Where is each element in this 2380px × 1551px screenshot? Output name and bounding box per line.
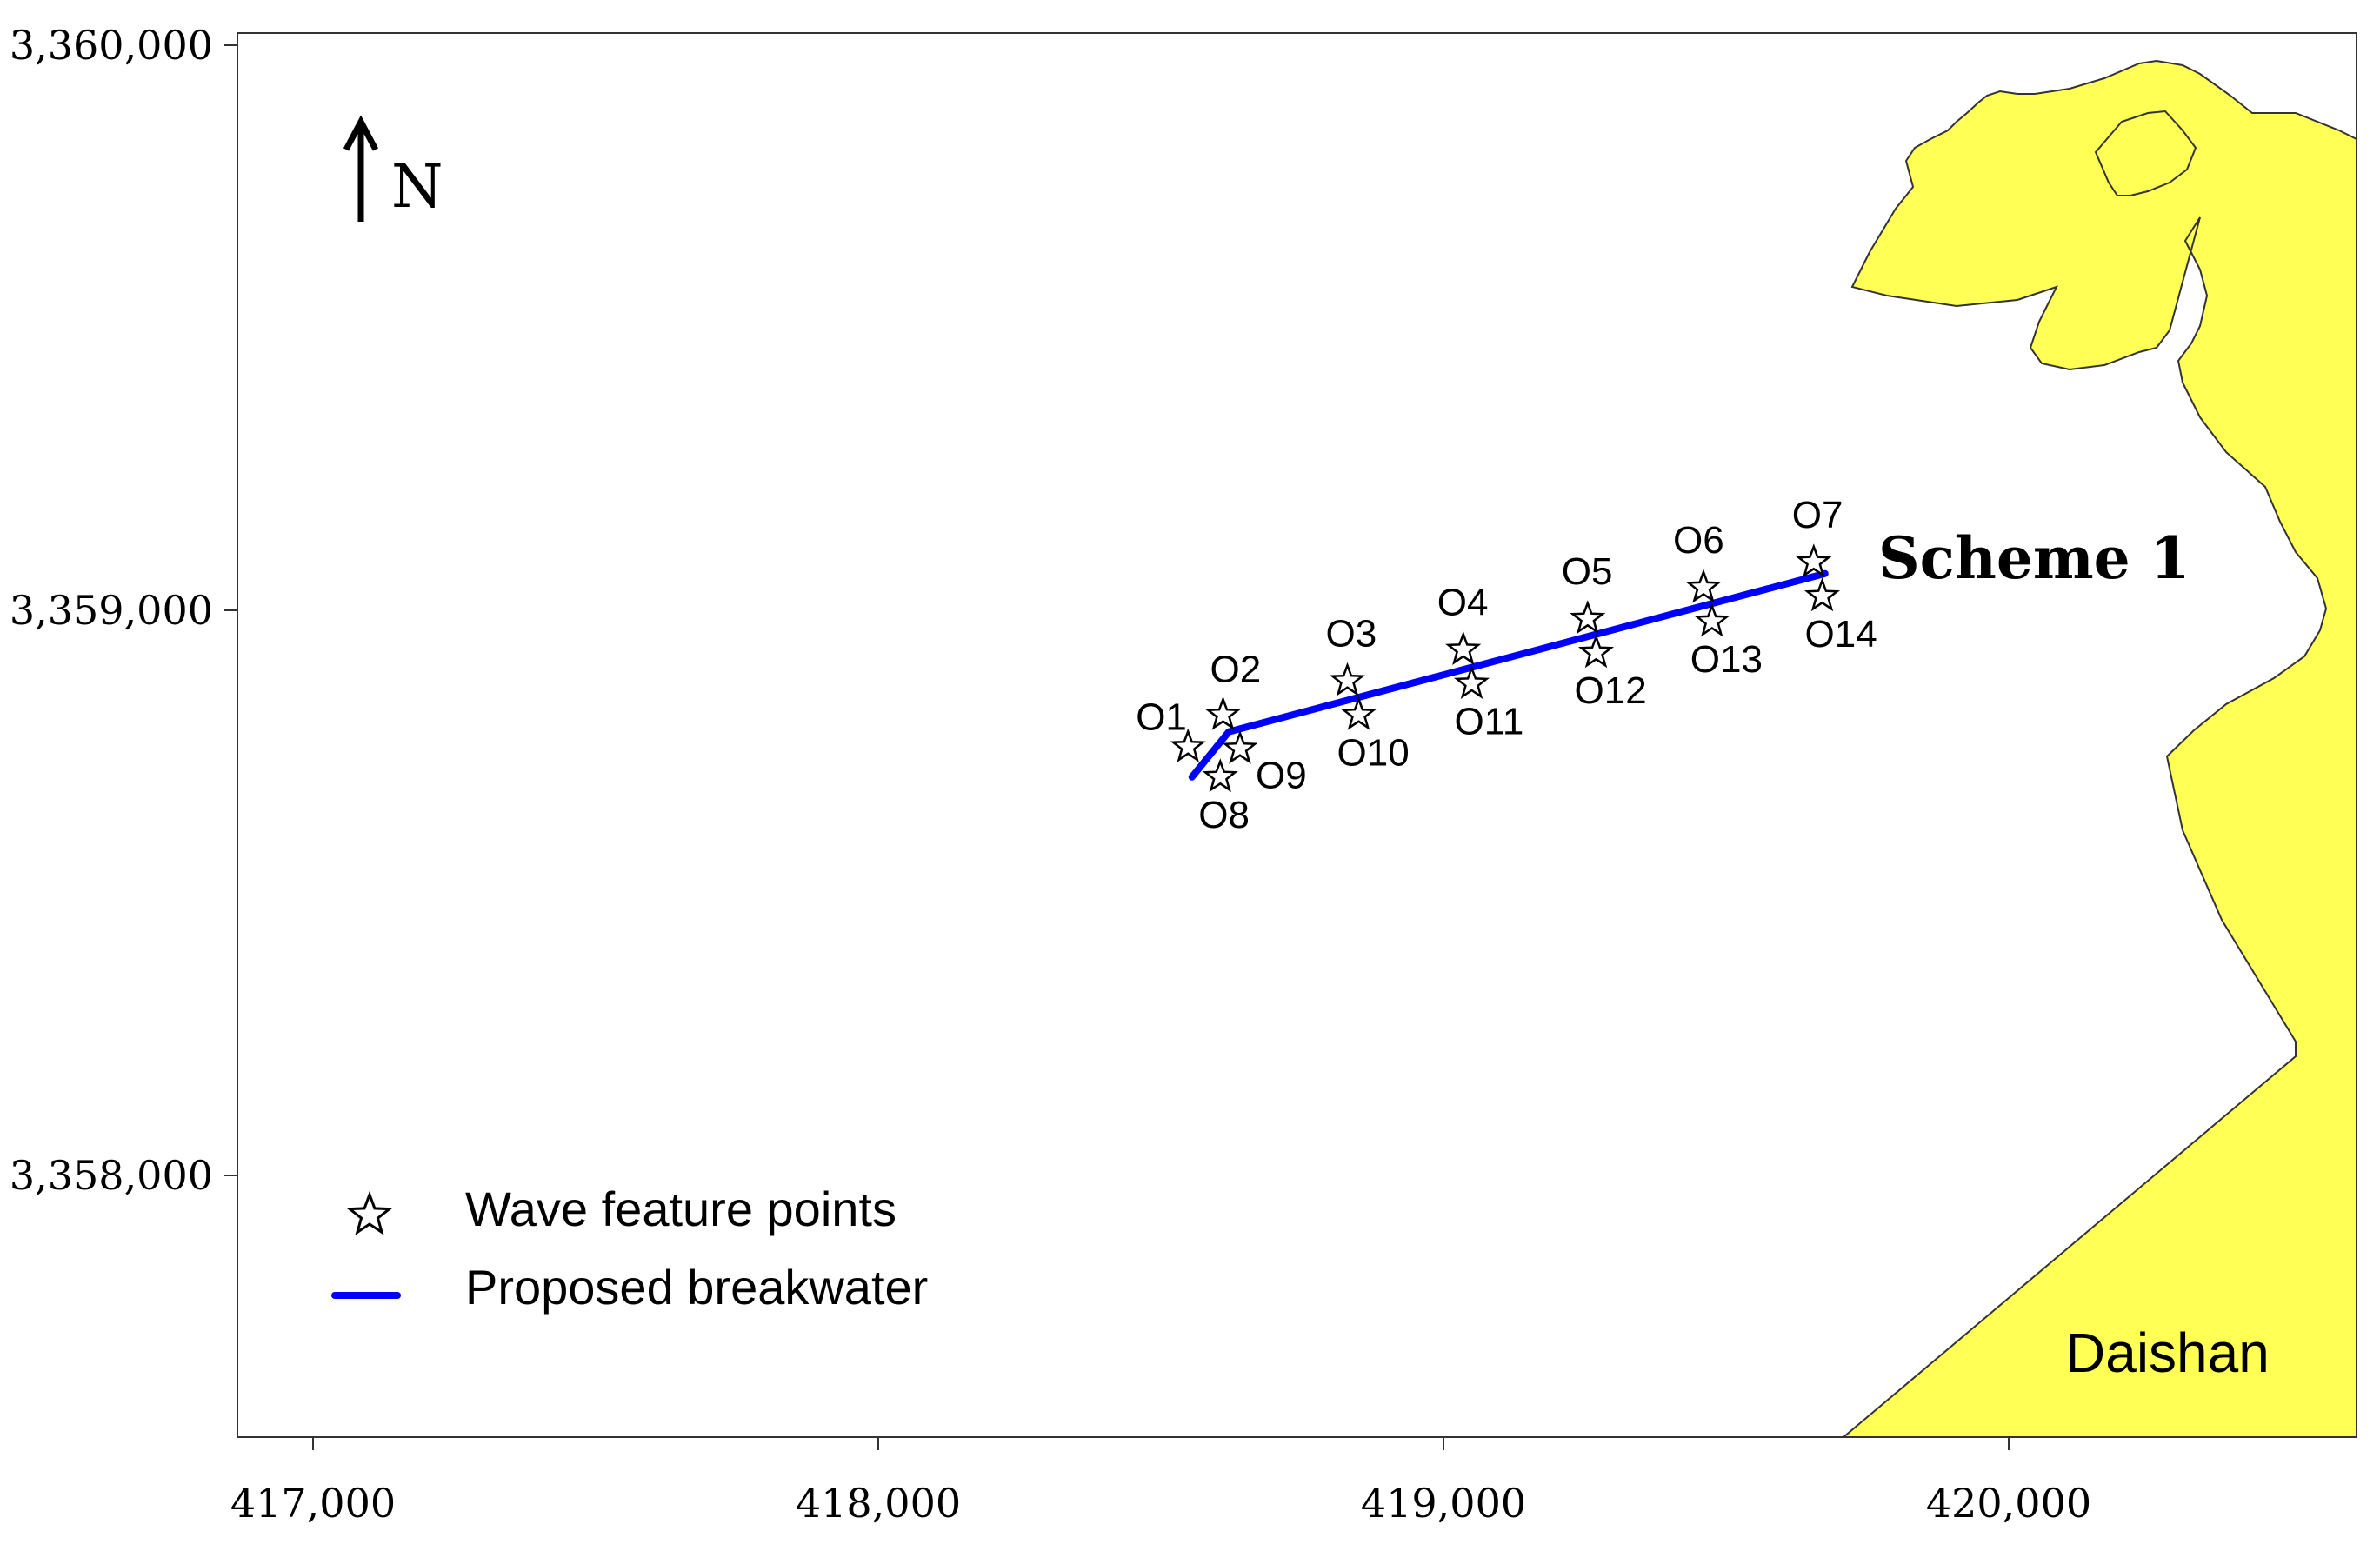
legend-star-icon	[346, 1190, 393, 1235]
north-arrow: N	[343, 115, 443, 222]
north-label: N	[391, 153, 443, 222]
y-tick-label: 3,360,000	[10, 22, 213, 69]
y-tick-label: 3,359,000	[10, 587, 213, 634]
wave-point-star-icon	[1170, 728, 1206, 762]
wave-point-label: O6	[1673, 519, 1724, 562]
wave-point-star-icon	[1202, 758, 1238, 793]
y-axis: 3,360,000 3,359,000 3,358,000	[10, 22, 237, 1199]
x-tick-label: 419,000	[1361, 1480, 1526, 1527]
wave-point-label: O5	[1562, 550, 1613, 593]
wave-point-star-icon	[1694, 602, 1730, 637]
legend-star-shape	[346, 1190, 393, 1235]
wave-point-star-icon	[1329, 662, 1366, 696]
wave-point-label: O10	[1337, 731, 1410, 774]
wave-point-star-icon	[1803, 577, 1841, 612]
x-axis: 417,000 418,000 419,000 420,000	[230, 1437, 2091, 1527]
wave-point-star-icon	[1796, 543, 1832, 578]
y-tick-label: 3,358,000	[10, 1152, 213, 1199]
wave-point-star-icon	[1570, 600, 1606, 635]
wave-point-star-icon	[1577, 634, 1615, 669]
wave-point-label: O11	[1455, 701, 1524, 743]
wave-point-label: O2	[1210, 648, 1262, 690]
scheme-label: Scheme 1	[1878, 524, 2190, 592]
wave-point-label: O8	[1198, 794, 1250, 836]
wave-point-label: O7	[1792, 494, 1843, 536]
x-tick-label: 417,000	[230, 1480, 396, 1527]
wave-point-label: O3	[1326, 612, 1377, 655]
north-arrow-head-icon	[343, 115, 379, 151]
daishan-island	[1841, 59, 2357, 1438]
wave-point-label: O1	[1136, 696, 1187, 738]
wave-point-label: O4	[1437, 582, 1489, 624]
wave-point-label: O9	[1256, 754, 1307, 796]
island-label: Daishan	[2065, 1321, 2270, 1384]
legend: Wave feature points Proposed breakwater	[331, 1182, 928, 1315]
wave-point-label: O14	[1805, 613, 1877, 656]
x-tick-label: 418,000	[796, 1480, 961, 1527]
wave-point-star-icon	[1453, 664, 1490, 700]
legend-points-label: Wave feature points	[465, 1182, 897, 1236]
land-areas	[1841, 59, 2357, 1438]
wave-point-star-icon	[1340, 696, 1377, 730]
proposed-breakwater-line	[1188, 569, 1829, 781]
wave-point-star-icon	[1222, 729, 1258, 764]
legend-line-label: Proposed breakwater	[465, 1260, 928, 1315]
x-tick-label: 420,000	[1926, 1480, 2091, 1527]
wave-point-star-icon	[1204, 696, 1242, 730]
wave-point-star-icon	[1445, 630, 1482, 666]
islet	[2094, 110, 2197, 196]
wave-point-star-icon	[1685, 569, 1722, 603]
wave-point-label: O12	[1575, 669, 1647, 712]
map-frame	[237, 32, 2357, 1438]
wave-point-label: O13	[1690, 638, 1763, 681]
